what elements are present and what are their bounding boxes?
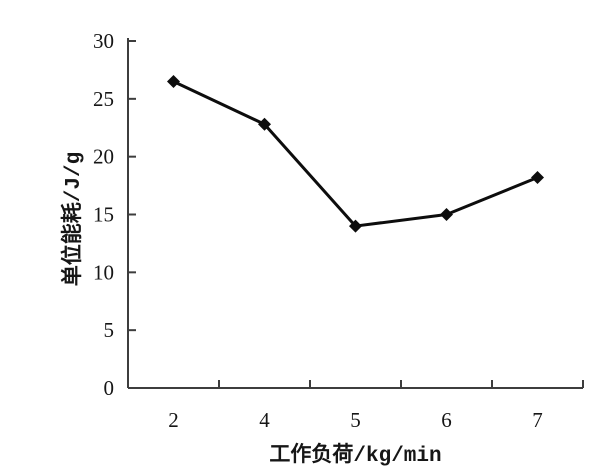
data-point-marker xyxy=(440,208,453,221)
data-point-marker xyxy=(349,219,362,233)
x-tick-label: 2 xyxy=(168,408,179,432)
y-tick-label: 30 xyxy=(93,29,114,53)
data-point-marker xyxy=(258,117,271,131)
x-axis-title: 工作负荷/kg/min xyxy=(269,445,442,468)
y-tick-label: 25 xyxy=(93,87,114,111)
data-line xyxy=(172,79,539,228)
y-tick-label: 10 xyxy=(93,260,114,284)
x-tick-label: 6 xyxy=(441,408,452,432)
x-tick-label: 4 xyxy=(259,408,270,432)
y-tick-label: 5 xyxy=(104,318,115,342)
y-tick-label: 15 xyxy=(93,203,114,227)
data-point-marker xyxy=(531,170,544,184)
data-point-marker xyxy=(167,74,180,88)
x-tick-label: 5 xyxy=(350,408,361,432)
y-tick-label: 0 xyxy=(104,376,115,400)
y-tick-label: 20 xyxy=(93,145,114,169)
y-axis-title: 单位能耗/J/g xyxy=(63,151,86,287)
x-tick-label: 7 xyxy=(532,408,543,432)
